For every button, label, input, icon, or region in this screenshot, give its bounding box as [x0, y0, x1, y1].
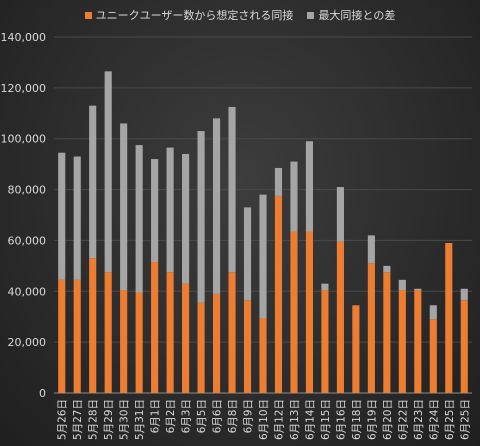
bar-unique-users [73, 279, 81, 393]
y-tick-label: 100,000 [1, 133, 47, 146]
bar-difference [305, 141, 314, 232]
legend: ユニークユーザー数から想定される同接 最大同接との差 [0, 6, 480, 24]
y-tick-label: 60,000 [8, 234, 47, 247]
bar-difference [228, 106, 236, 273]
x-tick-label: 6月20日 [382, 399, 394, 440]
x-tick-label: 6月25日 [459, 399, 471, 440]
bar-difference [367, 235, 375, 264]
bar-unique-users [89, 258, 97, 393]
x-tick-label: 6月24日 [428, 399, 440, 440]
bar-difference [383, 265, 391, 273]
bar-difference [73, 156, 81, 280]
legend-label-difference: 最大同接との差 [318, 9, 396, 22]
bar-unique-users [398, 290, 406, 393]
bar-unique-users [445, 242, 453, 393]
bar-unique-users [259, 317, 267, 393]
bar-difference [89, 105, 97, 259]
bar-difference [321, 283, 329, 291]
x-tick-label: 5月27日 [72, 399, 84, 440]
bar-difference [460, 288, 468, 301]
x-tick-label: 6月2日 [165, 399, 177, 433]
bar-unique-users [104, 272, 112, 393]
bar-unique-users [305, 231, 314, 393]
legend-item-unique-users: ユニークユーザー数から想定される同接 [84, 7, 294, 23]
bar-difference [197, 131, 205, 303]
bar-difference [398, 279, 406, 291]
bar-unique-users [120, 290, 128, 393]
x-tick-label: 6月23日 [413, 399, 425, 440]
bar-unique-users [212, 293, 221, 393]
bar-difference [414, 288, 422, 291]
x-tick-label: 6月16日 [335, 399, 347, 440]
bar-unique-users [228, 272, 236, 393]
bar-unique-users [383, 272, 391, 393]
x-tick-label: 6月5日 [196, 399, 208, 433]
bar-difference [151, 159, 159, 263]
bar-unique-users [182, 283, 190, 393]
x-tick-label: 6月9日 [243, 399, 255, 433]
bar-difference [182, 153, 190, 284]
x-tick-label: 6月6日 [212, 399, 224, 433]
bar-unique-users [197, 302, 205, 393]
bar-difference [166, 147, 174, 273]
x-tick-label: 6月22日 [397, 399, 409, 440]
x-tick-label: 5月26日 [57, 399, 69, 440]
y-tick-label: 80,000 [8, 184, 47, 197]
x-tick-label: 6月18日 [351, 399, 363, 440]
bar-unique-users [367, 263, 375, 393]
bar-difference [290, 161, 298, 232]
x-tick-label: 6月3日 [181, 399, 193, 433]
y-tick-label: 120,000 [1, 82, 47, 95]
x-tick-label: 6月1日 [150, 399, 162, 433]
y-tick-label: 40,000 [8, 285, 47, 298]
bar-difference [120, 123, 128, 291]
bar-unique-users [321, 290, 329, 393]
bar-unique-users [151, 262, 159, 393]
bar-unique-users [352, 305, 360, 393]
x-tick-label: 6月15日 [320, 399, 332, 440]
bar-difference [243, 207, 252, 301]
bar-difference [212, 118, 221, 294]
x-tick-label: 6月12日 [273, 399, 285, 440]
x-tick-label: 6月19日 [366, 399, 378, 440]
bar-unique-users [414, 290, 422, 393]
bar-difference [58, 152, 66, 280]
bar-unique-users [290, 231, 298, 393]
bar-unique-users [135, 292, 143, 393]
y-tick-label: 140,000 [1, 31, 47, 44]
bar-unique-users [58, 279, 66, 393]
bar-difference [274, 167, 283, 196]
bar-unique-users [429, 319, 437, 393]
y-tick-label: 20,000 [8, 336, 47, 349]
y-tick-label: 0 [39, 387, 46, 400]
bar-unique-users [460, 300, 468, 393]
bar-difference [429, 305, 437, 320]
x-tick-label: 6月10日 [258, 399, 270, 440]
bar-unique-users [274, 195, 283, 393]
x-tick-label: 6月8日 [227, 399, 239, 433]
x-tick-label: 5月31日 [134, 399, 146, 440]
legend-label-unique-users: ユニークユーザー数から想定される同接 [95, 9, 294, 22]
x-tick-label: 6月13日 [289, 399, 301, 440]
bar-unique-users [243, 300, 252, 393]
x-tick-label: 5月29日 [103, 399, 115, 440]
x-tick-label: 6月14日 [304, 399, 316, 440]
bar-difference [135, 145, 143, 293]
legend-swatch-gray [307, 11, 315, 19]
bar-unique-users [166, 272, 174, 393]
x-tick-label: 5月30日 [119, 399, 131, 440]
bar-difference [336, 187, 344, 242]
x-tick-label: 5月28日 [88, 399, 100, 440]
bar-difference [259, 194, 267, 318]
x-tick-label: 6月25日 [444, 399, 456, 440]
bar-unique-users [336, 241, 344, 393]
legend-item-difference: 最大同接との差 [307, 7, 395, 23]
legend-swatch-orange [84, 11, 92, 19]
bar-difference [104, 71, 112, 273]
